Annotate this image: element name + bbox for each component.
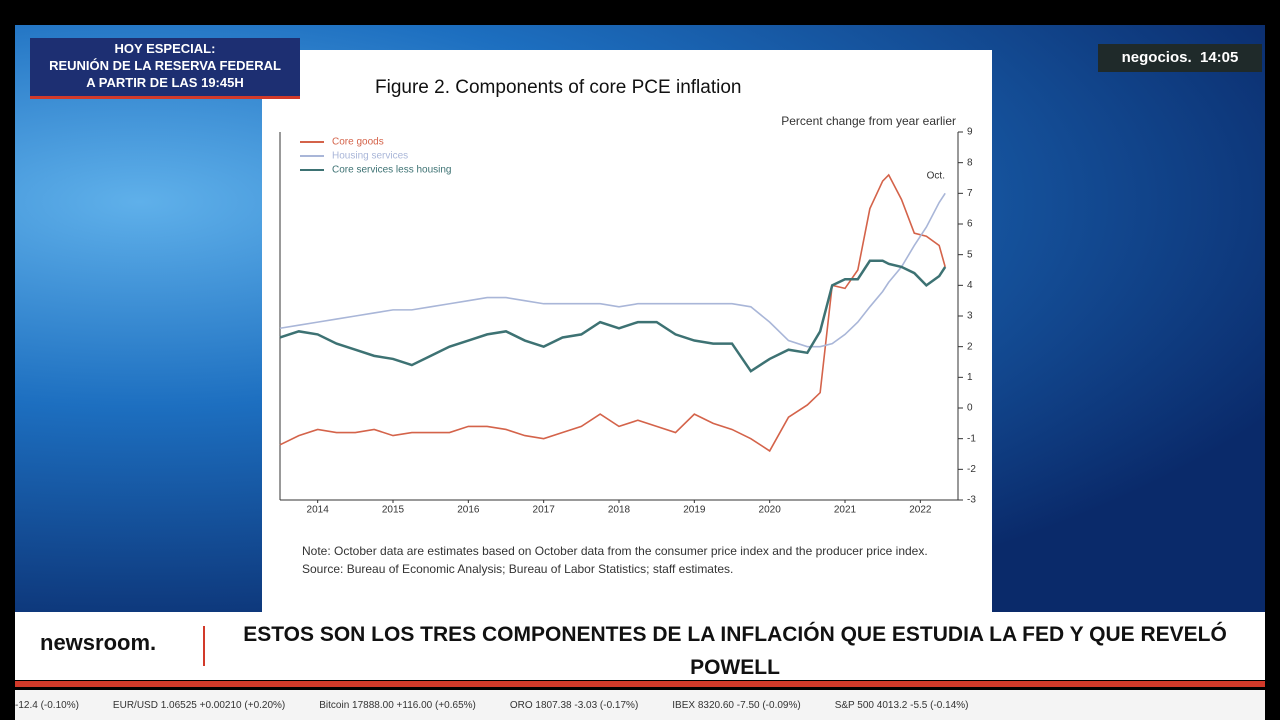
channel-bug: negocios. 14:05 (1098, 44, 1262, 72)
chart-title: Figure 2. Components of core PCE inflati… (375, 77, 741, 98)
channel-name: negocios. (1121, 49, 1192, 66)
banner: HOY ESPECIAL: REUNIÓN DE LA RESERVA FEDER… (30, 38, 300, 99)
separator (203, 626, 205, 666)
x-tick-label: 2019 (683, 505, 706, 516)
x-tick-label: 2014 (307, 505, 330, 516)
banner-line: A PARTIR DE LAS 19:45H (86, 75, 244, 90)
chart-panel: Figure 2. Components of core PCE inflati… (262, 50, 992, 612)
banner-line: HOY ESPECIAL: (114, 41, 216, 56)
x-tick-label: 2016 (457, 505, 480, 516)
clock: 14:05 (1199, 49, 1239, 66)
x-tick-label: 2022 (909, 505, 932, 516)
y-tick-label: -3 (967, 495, 976, 506)
headline: ESTOS SON LOS TRES COMPONENTES DE LA INF… (243, 623, 1227, 679)
banner-line: REUNIÓN DE LA RESERVA FEDERAL (49, 58, 281, 73)
series-line (279, 173, 946, 453)
y-tick-label: 5 (967, 249, 973, 260)
source: Source: Bureau of Economic Analysis; Bur… (302, 562, 734, 576)
y-tick-label: 4 (967, 280, 973, 291)
y-tick-label: 2 (967, 341, 973, 352)
legend-label: Housing services (332, 151, 408, 162)
lower-third (15, 612, 1265, 680)
x-tick-label: 2018 (608, 505, 631, 516)
ticker-item: IBEX 8320.60 -7.50 (-0.09%) (672, 699, 801, 711)
y-tick-label: 7 (967, 188, 973, 199)
x-tick-label: 2020 (759, 505, 782, 516)
ticker: -12.4 (-0.10%) EUR/USD 1.06525 +0.00210 (… (15, 690, 1265, 720)
y-tick-label: 6 (967, 219, 973, 230)
legend-label: Core goods (332, 137, 384, 148)
note: Note: October data are estimates based o… (302, 544, 928, 558)
x-tick-label: 2015 (382, 505, 405, 516)
legend-label: Core services less housing (332, 165, 452, 176)
x-tick-label: 2017 (533, 505, 556, 516)
brand: newsroom. (40, 630, 157, 655)
y-tick-label: 3 (967, 311, 973, 322)
y-tick-label: -2 (967, 464, 976, 475)
ticker-item: Bitcoin 17888.00 +116.00 (+0.65%) (319, 699, 476, 711)
ticker-item: -12.4 (-0.10%) (15, 699, 79, 711)
y-tick-label: 8 (967, 157, 973, 168)
ticker-item: S&P 500 4013.2 -5.5 (-0.14%) (834, 699, 969, 711)
y-tick-label: -1 (967, 433, 976, 444)
y-tick-label: 0 (967, 403, 973, 414)
ticker-item: ORO 1807.38 -3.03 (-0.17%) (509, 699, 639, 711)
series-line (279, 259, 947, 373)
y-axis-label: Percent change from year earlier (781, 114, 956, 128)
annotation: Oct. (927, 171, 945, 182)
x-tick-label: 2021 (834, 505, 857, 516)
y-tick-label: 9 (967, 127, 973, 138)
chart: Figure 2. Components of core PCE inflati… (279, 77, 976, 576)
red-rule (15, 681, 1265, 687)
notes: Note: October data are estimates based o… (302, 544, 928, 576)
y-tick-label: 1 (967, 372, 973, 383)
series-line (279, 192, 946, 348)
ticker-item: EUR/USD 1.06525 +0.00210 (+0.20%) (112, 699, 286, 711)
